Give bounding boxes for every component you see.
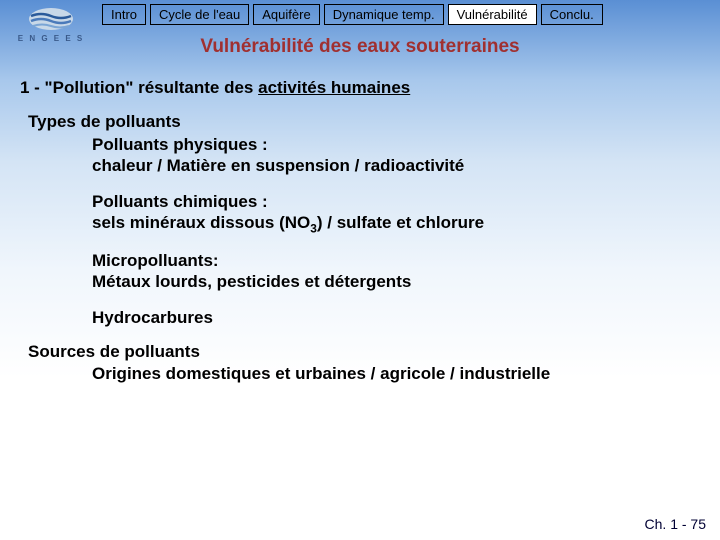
tab-aquifere[interactable]: Aquifère bbox=[253, 4, 319, 25]
pollutant-block-hydrocarbures: Hydrocarbures bbox=[92, 307, 700, 328]
tab-conclu[interactable]: Conclu. bbox=[541, 4, 603, 25]
slide-title: Vulnérabilité des eaux souterraines bbox=[0, 36, 720, 58]
engees-logo-icon bbox=[27, 6, 75, 32]
tab-bar: Intro Cycle de l'eau Aquifère Dynamique … bbox=[102, 4, 603, 25]
heading-underlined: activités humaines bbox=[258, 78, 410, 97]
block-title: Polluants physiques : bbox=[92, 134, 700, 155]
logo: E N G E E S bbox=[6, 6, 96, 43]
sources-label: Sources de polluants bbox=[28, 342, 700, 362]
block-desc: Métaux lourds, pesticides et détergents bbox=[92, 271, 700, 292]
heading-prefix: 1 - "Pollution" résultante des bbox=[20, 78, 258, 97]
tab-intro[interactable]: Intro bbox=[102, 4, 146, 25]
block-desc: sels minéraux dissous (NO3) / sulfate et… bbox=[92, 212, 700, 236]
slide-content: 1 - "Pollution" résultante des activités… bbox=[0, 58, 720, 384]
tab-vulnerabilite[interactable]: Vulnérabilité bbox=[448, 4, 537, 25]
pollutant-block-chimiques: Polluants chimiques : sels minéraux diss… bbox=[92, 191, 700, 237]
tab-dynamique[interactable]: Dynamique temp. bbox=[324, 4, 444, 25]
block-title: Hydrocarbures bbox=[92, 307, 700, 328]
slide-number: Ch. 1 - 75 bbox=[645, 516, 706, 532]
pollutant-block-physiques: Polluants physiques : chaleur / Matière … bbox=[92, 134, 700, 177]
pollutant-block-micropolluants: Micropolluants: Métaux lourds, pesticide… bbox=[92, 250, 700, 293]
section-heading: 1 - "Pollution" résultante des activités… bbox=[20, 78, 700, 98]
block-desc: chaleur / Matière en suspension / radioa… bbox=[92, 155, 700, 176]
tab-cycle[interactable]: Cycle de l'eau bbox=[150, 4, 249, 25]
block-title: Micropolluants: bbox=[92, 250, 700, 271]
sources-line: Origines domestiques et urbaines / agric… bbox=[92, 364, 700, 384]
logo-text: E N G E E S bbox=[18, 34, 84, 43]
types-label: Types de polluants bbox=[28, 112, 700, 132]
block-title: Polluants chimiques : bbox=[92, 191, 700, 212]
